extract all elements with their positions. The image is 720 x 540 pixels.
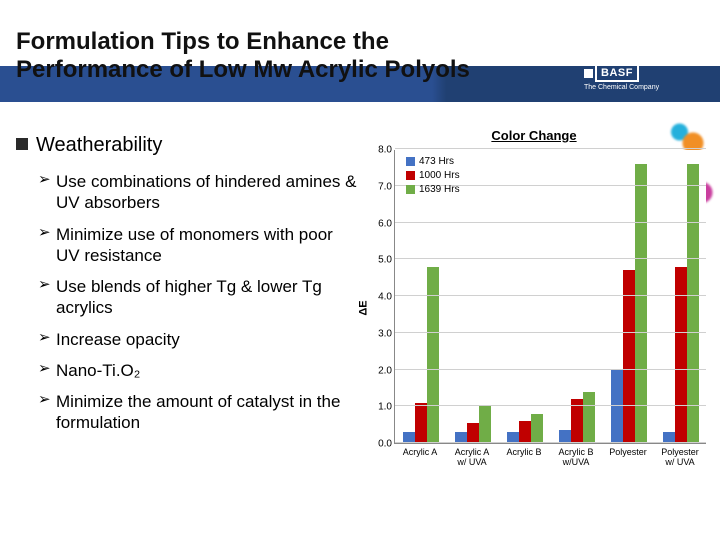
title-bar: Formulation Tips to Enhance thePerforman… [0,28,720,106]
chart-ylabel: ΔE [358,300,370,315]
bar [687,164,698,443]
bullet-item: Increase opacity [38,329,360,350]
brand-logo: BASF The Chemical Company [584,64,704,104]
y-tick-label: 1.0 [378,402,392,413]
brand-tagline: The Chemical Company [584,84,704,91]
bar [415,403,426,443]
legend-label: 473 Hrs [419,156,454,167]
bullet-item: Minimize use of monomers with poor UV re… [38,224,360,267]
y-tick-label: 0.0 [378,439,392,450]
bar [479,406,490,443]
bar [427,267,438,443]
bar [519,421,530,443]
color-change-chart: Color Change ΔE 473 Hrs1000 Hrs1639 Hrs … [356,128,712,488]
gridline [395,405,706,406]
legend-swatch [406,171,415,180]
bullet-list: Use combinations of hindered amines & UV… [38,171,360,434]
legend-label: 1000 Hrs [419,170,460,181]
logo-square-icon [584,69,593,78]
y-tick-label: 2.0 [378,365,392,376]
bullet-square-icon [16,138,28,150]
bullet-item: Use combinations of hindered amines & UV… [38,171,360,214]
gridline [395,148,706,149]
chart-title: Color Change [356,128,712,143]
chart-legend: 473 Hrs 1000 Hrs 1639 Hrs [406,156,460,198]
x-tick-label: Polyesterw/ UVA [654,448,706,468]
brand-name: BASF [595,64,639,82]
bar [583,392,594,443]
x-tick-label: Polyester [602,448,654,458]
legend-swatch [406,185,415,194]
section-heading-text: Weatherability [36,134,162,156]
slide-title: Formulation Tips to Enhance thePerforman… [16,28,470,83]
bar [467,423,478,443]
y-tick-label: 6.0 [378,218,392,229]
bar [531,414,542,443]
bar [611,370,622,444]
content-left: Weatherability Use combinations of hinde… [16,134,360,444]
legend-item: 1639 Hrs [406,184,460,195]
x-tick-label: Acrylic A [394,448,446,458]
y-tick-label: 7.0 [378,181,392,192]
bar [623,270,634,443]
gridline [395,369,706,370]
bar [675,267,686,443]
gridline [395,332,706,333]
bullet-item: Use blends of higher Tg & lower Tg acryl… [38,276,360,319]
x-tick-label: Acrylic B [498,448,550,458]
gridline [395,295,706,296]
section-heading: Weatherability [16,134,360,157]
bar [635,164,646,443]
x-tick-label: Acrylic Bw/UVA [550,448,602,468]
y-tick-label: 4.0 [378,292,392,303]
y-tick-label: 3.0 [378,328,392,339]
gridline [395,258,706,259]
legend-item: 1000 Hrs [406,170,460,181]
y-tick-label: 8.0 [378,145,392,156]
y-tick-label: 5.0 [378,255,392,266]
gridline [395,222,706,223]
legend-item: 473 Hrs [406,156,460,167]
x-tick-label: Acrylic Aw/ UVA [446,448,498,468]
bullet-item: Minimize the amount of catalyst in the f… [38,391,360,434]
legend-label: 1639 Hrs [419,184,460,195]
legend-swatch [406,157,415,166]
gridline [395,442,706,443]
bullet-item: Nano-Ti.O₂ [38,360,360,381]
